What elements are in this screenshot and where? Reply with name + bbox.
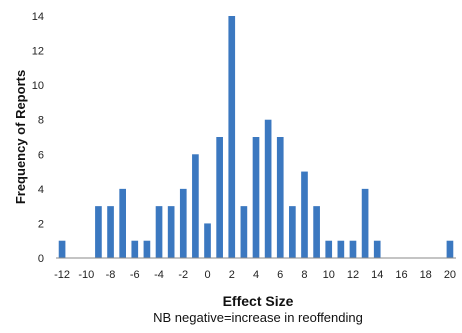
- y-tick-label: 2: [38, 218, 44, 230]
- bar: [58, 240, 66, 258]
- x-axis-label: Effect Size: [223, 293, 294, 309]
- bar: [289, 206, 296, 258]
- bar: [143, 240, 151, 258]
- bar: [155, 206, 163, 258]
- y-tick-label: 4: [38, 184, 44, 196]
- bar: [131, 240, 139, 258]
- y-tick-labels: 0 2 4 6 8 10 12 14: [32, 11, 44, 265]
- x-tick-label: 18: [420, 269, 432, 281]
- x-tick-label: 12: [347, 269, 359, 281]
- bar: [361, 188, 369, 258]
- bar: [107, 206, 114, 258]
- bar: [301, 171, 308, 258]
- x-tick-label: 16: [395, 269, 407, 281]
- bar: [228, 16, 236, 258]
- bar: [325, 240, 333, 258]
- x-tick-label: 4: [253, 269, 259, 281]
- x-tick-label: 0: [204, 269, 210, 281]
- x-tick-label: -6: [130, 269, 140, 281]
- y-tick-label: 0: [38, 253, 44, 265]
- x-tick-label: -4: [154, 269, 164, 281]
- x-tick-label: 10: [323, 269, 335, 281]
- y-tick-label: 14: [32, 11, 44, 23]
- bar: [276, 137, 284, 258]
- x-tick-label: -8: [106, 269, 116, 281]
- chart-note: NB negative=increase in reoffending: [153, 310, 363, 325]
- x-tick-label: 6: [277, 269, 283, 281]
- bar: [179, 188, 187, 258]
- bar: [167, 206, 175, 258]
- bar: [446, 240, 454, 258]
- bar: [313, 206, 320, 258]
- bars-group: [58, 16, 454, 259]
- y-tick-label: 10: [32, 80, 44, 92]
- bar: [264, 119, 272, 259]
- bar: [192, 154, 199, 258]
- bar: [373, 240, 381, 258]
- bar: [204, 223, 211, 258]
- bar: [349, 240, 357, 258]
- x-tick-label: 2: [229, 269, 235, 281]
- x-tick-label: 20: [444, 269, 456, 281]
- x-tick-label: 8: [301, 269, 307, 281]
- bar: [216, 137, 223, 258]
- bar: [337, 240, 345, 258]
- y-tick-label: 12: [32, 46, 44, 58]
- x-tick-label: -2: [178, 269, 188, 281]
- x-tick-label: -12: [54, 269, 70, 281]
- y-axis-label: Frequency of Reports: [13, 70, 28, 204]
- y-tick-label: 6: [38, 149, 44, 161]
- x-tick-labels: -12 -10 -8 -6 -4 -2 0 2 4 6 8 10 12 14 16 18 20: [54, 269, 456, 281]
- x-tick-label: -10: [78, 269, 94, 281]
- bar: [119, 188, 126, 258]
- bar: [240, 206, 248, 258]
- bar: [95, 206, 102, 258]
- y-tick-label: 8: [38, 115, 44, 127]
- x-tick-label: 14: [371, 269, 383, 281]
- bar: [252, 137, 260, 258]
